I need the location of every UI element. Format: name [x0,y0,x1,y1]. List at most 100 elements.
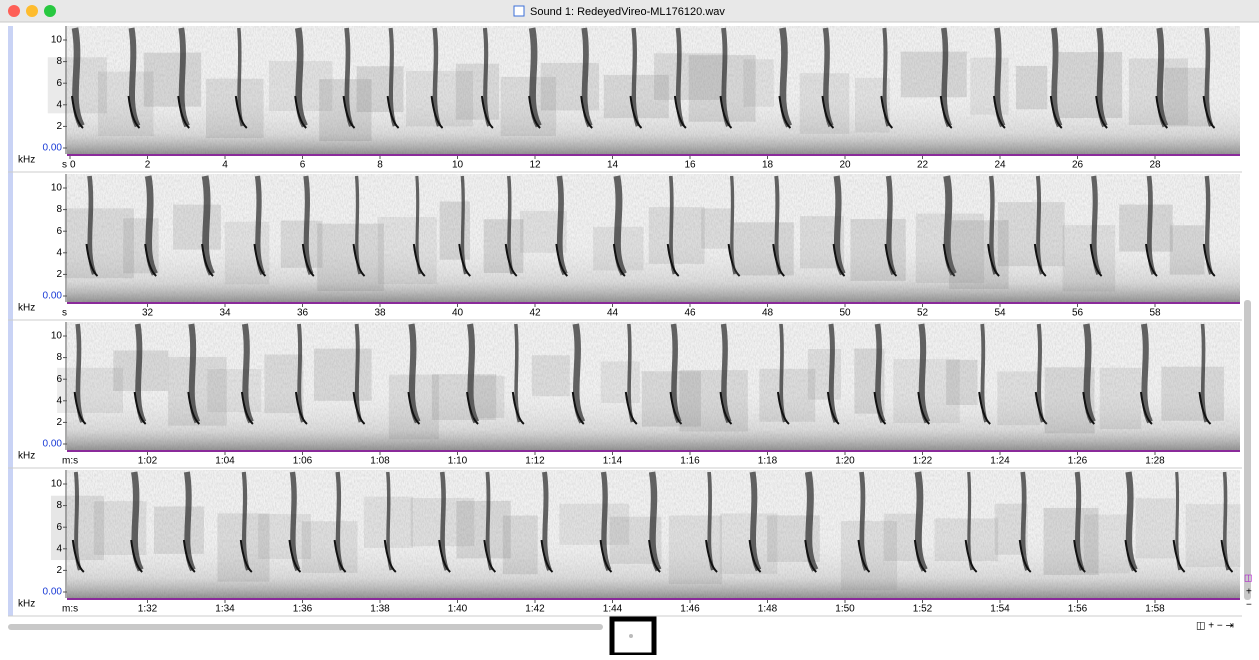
zoom-icon[interactable]: ◫ [1244,572,1253,582]
x-tick-label: 28 [1149,160,1161,171]
y-tick-label: 0.00 [43,143,63,154]
x-tick-label: 1:04 [215,456,235,467]
close-button[interactable] [8,5,20,17]
x-tick-label: 1:32 [138,604,158,615]
x-tick-label: 1:50 [835,604,855,615]
y-tick-label: 4 [56,99,62,110]
call-smear [1186,504,1241,567]
x-tick-label: 1:54 [990,604,1010,615]
y-tick-label: 2 [56,565,62,576]
y-unit: kHz [18,303,35,314]
horizontal-scrollbar[interactable] [8,624,603,630]
track-bar [8,26,13,616]
x-tick-label: 26 [1072,160,1084,171]
x-tick-label: 38 [374,308,386,319]
call-smear [743,59,773,106]
call-smear [456,64,499,120]
x-tick-label: 1:18 [758,456,778,467]
call-smear [281,221,323,268]
call-smear [440,202,470,260]
x-tick-label: 12 [529,160,541,171]
x-tick-label: 1:56 [1068,604,1088,615]
app-window: Sound 1: RedeyedVireo-ML176120.wav 10864… [0,0,1259,655]
x-tick-label: 1:06 [293,456,313,467]
call-smear [357,66,404,112]
call-smear [679,370,747,431]
call-smear [225,222,269,285]
call-smear [532,355,570,396]
call-smear [1170,225,1205,274]
y-tick-label: 8 [56,352,62,363]
x-tick-label: 1:40 [448,604,468,615]
x-tick-label: 1:22 [913,456,933,467]
x-tick-label: 1:28 [1145,456,1165,467]
x-tick-label: 1:38 [370,604,390,615]
y-tick-label: 10 [51,35,63,46]
y-tick-label: 2 [56,121,62,132]
y-tick-label: 4 [56,247,62,258]
x-tick-label: 48 [762,308,774,319]
call-smear [302,521,358,573]
x-tick-label: 8 [377,160,383,171]
y-tick-label: 10 [51,479,63,490]
document-icon [514,6,524,16]
y-tick-label: 0.00 [43,439,63,450]
y-tick-label: 0.00 [43,291,63,302]
y-unit: kHz [18,155,35,166]
vertical-scrollbar[interactable] [1244,300,1251,600]
minimize-button[interactable] [26,5,38,17]
y-tick-label: 6 [56,374,62,385]
y-unit: kHz [18,451,35,462]
y-tick-label: 2 [56,417,62,428]
call-smear [206,79,264,138]
horizontal-zoom-controls[interactable]: ◫ + − ⇥ [1196,621,1234,632]
y-tick-label: 6 [56,522,62,533]
call-smear [946,360,977,405]
x-tick-label: 24 [994,160,1006,171]
x-tick-label: 50 [839,308,851,319]
x-tick-label: 58 [1149,308,1161,319]
x-tick-label: 1:44 [603,604,623,615]
spectrogram-panel: 1086420.00kHzs0246810121416182022242628 [8,26,1242,172]
x-tick-label: 4 [222,160,228,171]
x-tick-label: 1:34 [215,604,235,615]
call-smear [472,376,504,418]
call-smear [173,205,221,250]
call-smear [701,208,731,248]
x-tick-label: 6 [300,160,306,171]
zoom-button[interactable] [44,5,56,17]
x-unit: m:s [62,604,78,615]
y-tick-label: 6 [56,78,62,89]
x-tick-label: 44 [607,308,619,319]
call-smear [1164,68,1208,127]
spectrogram-panel: 1086420.00kHzs32343638404244464850525456… [8,174,1242,320]
y-tick-label: 8 [56,56,62,67]
y-tick-label: 2 [56,269,62,280]
call-smear [154,507,204,554]
call-smear [484,219,524,273]
y-tick-label: 8 [56,500,62,511]
x-tick-label: 1:12 [525,456,545,467]
x-tick-label: 1:14 [603,456,623,467]
x-tick-label: 1:20 [835,456,855,467]
x-tick-label: 1:26 [1068,456,1088,467]
call-smear [317,224,384,291]
x-tick-label: 1:48 [758,604,778,615]
call-smear [669,515,722,584]
zoom-out[interactable]: − [1246,600,1252,611]
x-tick-label: 1:58 [1145,604,1165,615]
selection-box [612,619,654,655]
x-tick-label: 32 [142,308,154,319]
x-tick-label: 1:16 [680,456,700,467]
x-tick-label: 54 [994,308,1006,319]
x-tick-label: 1:08 [370,456,390,467]
x-tick-label: 1:02 [138,456,158,467]
zoom-in[interactable]: + [1246,587,1252,598]
y-unit: kHz [18,599,35,610]
y-tick-label: 6 [56,226,62,237]
x-tick-label: 1:42 [525,604,545,615]
x-tick-label: 10 [452,160,464,171]
call-smear [901,52,967,98]
x-tick-label: 20 [839,160,851,171]
